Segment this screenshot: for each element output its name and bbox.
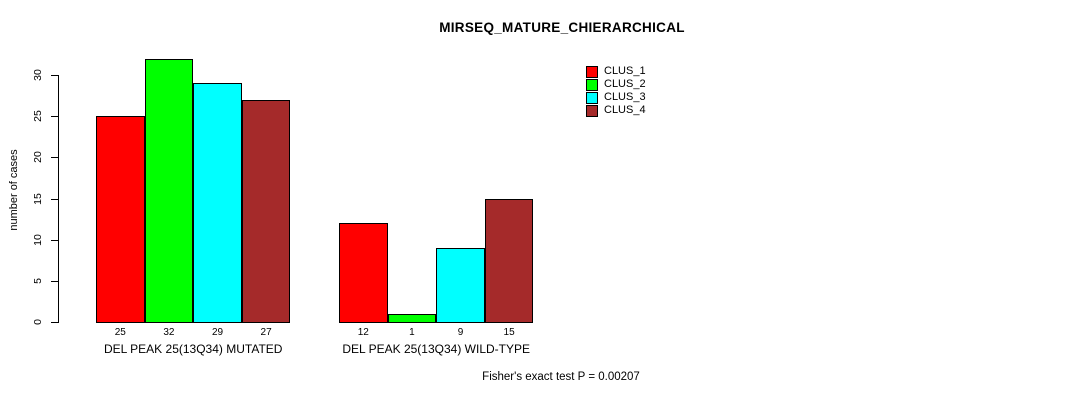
bar-value-label: 27	[260, 327, 272, 338]
y-axis-tick	[51, 116, 58, 118]
bar-clus_2-group2	[387, 313, 437, 323]
y-tick-label: 5	[32, 277, 44, 284]
y-tick-label: 15	[32, 192, 44, 205]
y-tick-label: 30	[32, 69, 44, 81]
bar-clus_4-group1	[241, 99, 291, 323]
legend-item: CLUS_3	[586, 91, 646, 104]
bar-clus_3-group1	[193, 83, 242, 323]
legend-label: CLUS_3	[604, 91, 646, 103]
legend-swatch	[586, 78, 598, 91]
category-label: DEL PEAK 25(13Q34) WILD-TYPE	[342, 342, 530, 356]
y-axis-tick	[51, 75, 58, 76]
bar-clus_1-group2	[339, 223, 388, 323]
y-tick-label: 25	[32, 110, 44, 123]
y-axis-tick	[51, 280, 58, 282]
y-axis-tick	[51, 198, 58, 200]
legend-swatch	[586, 104, 598, 117]
y-axis-tick	[51, 239, 58, 241]
annotation-text: Fisher's exact test P = 0.00207	[482, 371, 640, 383]
category-label: DEL PEAK 25(13Q34) MUTATED	[103, 342, 283, 356]
legend-item: CLUS_1	[586, 65, 646, 78]
y-axis-tick	[51, 322, 58, 323]
legend: CLUS_1 CLUS_2 CLUS_3 CLUS_4	[586, 65, 646, 117]
bar-value-label: 9	[457, 327, 464, 338]
y-tick-label: 20	[32, 151, 44, 164]
bar-value-label: 29	[211, 327, 224, 338]
bar-value-label: 25	[114, 327, 126, 338]
legend-label: CLUS_1	[604, 65, 646, 77]
bar-clus_2-group1	[144, 58, 194, 323]
bar-value-label: 15	[503, 327, 515, 338]
bar-value-label: 1	[409, 327, 415, 338]
legend-label: CLUS_4	[604, 104, 646, 116]
legend-item: CLUS_2	[586, 78, 646, 91]
y-tick-label: 10	[32, 233, 44, 246]
bar-value-label: 32	[163, 327, 175, 338]
chart-title: MIRSEQ_MATURE_CHIERARCHICAL	[439, 20, 685, 35]
y-axis-tick	[51, 157, 58, 159]
legend-item: CLUS_4	[586, 104, 646, 117]
y-axis-line	[58, 75, 59, 323]
bar-clus_4-group2	[484, 198, 534, 323]
legend-swatch	[586, 65, 598, 78]
legend-label: CLUS_2	[604, 78, 646, 90]
bar-clus_1-group1	[96, 116, 145, 323]
bar-clus_3-group2	[436, 247, 485, 323]
y-tick-label: 0	[32, 319, 44, 325]
bar-value-label: 12	[357, 327, 369, 338]
legend-swatch	[586, 91, 598, 104]
